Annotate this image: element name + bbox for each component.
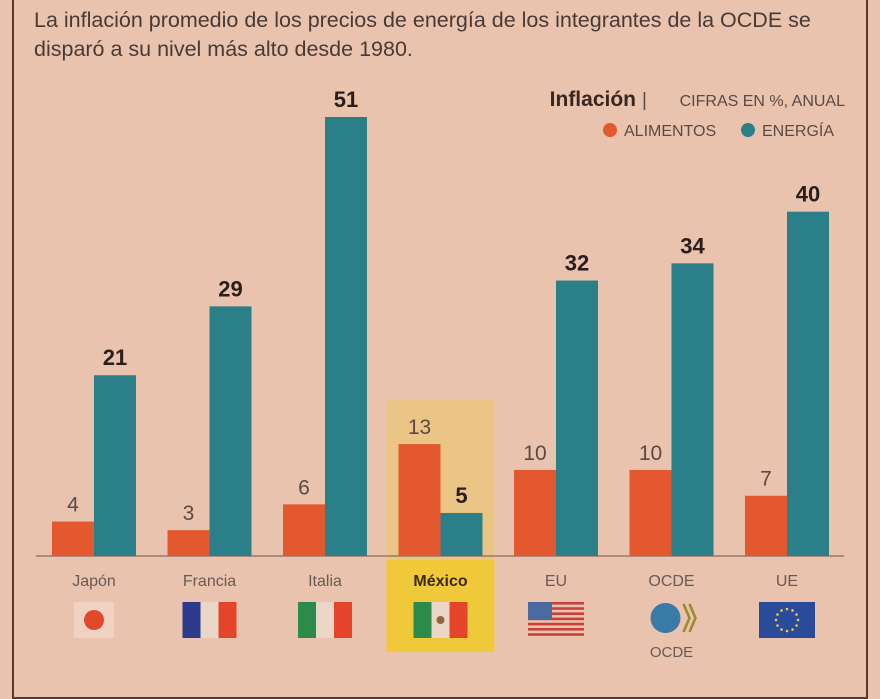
bar-alimentos-japón [52,521,94,556]
japan-flag-sun [84,610,104,630]
bar-energia-italia [325,117,367,556]
page-title: La inflación promedio de los precios de … [34,8,811,61]
oecd-logo-text: OCDE [650,644,693,661]
category-label: OCDE [648,573,694,590]
category-label: Italia [308,573,342,590]
eu-flag-star [785,607,789,611]
bar-energia-méxico [440,512,483,556]
category-label: México [413,573,467,590]
legend-label-alimentos: ALIMENTOS [624,123,716,140]
data-label: 40 [796,182,820,207]
mexico-flag-left [413,602,432,638]
eu-flag-star [776,624,779,627]
eu-flag-star [791,628,794,631]
bar-alimentos-eu [514,469,556,556]
legend-marker-energia [741,123,755,137]
eu-flag-star [785,629,789,633]
eu-flag [759,602,815,638]
usa-flag-stripe [528,612,584,615]
usa-flag-stripe [528,602,584,605]
france-flag-middle [200,602,219,638]
category-label: Japón [72,573,116,590]
category-label: Francia [183,573,236,590]
data-label: 4 [67,494,79,517]
bar-energia-ue [787,211,829,556]
usa-flag-stripe [528,617,584,621]
bar-alimentos-ue [745,495,787,556]
eu-flag-star [774,618,778,622]
france-flag-right [218,602,237,638]
bar-energia-francia [209,306,252,556]
data-label: 13 [408,416,431,439]
bar-alimentos-méxico [398,444,441,556]
data-label: 34 [680,233,705,258]
oecd-logo-chevrons [682,603,697,633]
bar-energia-eu [556,280,598,556]
oecd-logo-globe [650,603,681,633]
eu-flag-star [780,609,783,612]
data-label: 6 [298,476,310,499]
eu-flag-star [796,618,800,622]
eu-flag-star [780,628,783,631]
data-label: 32 [565,251,589,276]
data-label: 5 [455,483,467,508]
bar-alimentos-francia [167,530,210,556]
data-label: 10 [639,442,662,465]
legend-label-energia: ENERGÍA [762,121,834,140]
eu-flag-star [776,613,779,616]
bar-alimentos-italia [283,504,325,556]
mexico-flag-right [449,602,468,638]
usa-flag-stripe [528,607,584,610]
chart-title: Inflación [550,88,636,111]
eu-flag-star [795,613,798,616]
usa-flag-stripe [528,622,584,626]
bar-energia-ocde [671,263,714,556]
data-label: 3 [183,502,195,525]
data-label: 21 [103,345,127,370]
bar-chart: Inflación | CIFRAS EN %, ANUAL ALIMENTOS… [36,87,845,661]
chart-subtitle: CIFRAS EN %, ANUAL [680,93,845,110]
title-separator: | [642,90,647,111]
mexico-flag-emblem [436,616,445,624]
eu-flag-star [795,624,798,627]
italy-flag-middle [316,602,334,638]
data-label: 29 [218,276,242,301]
bar-alimentos-ocde [629,469,672,556]
usa-flag-stripe [528,633,584,636]
bar-energia-japón [94,375,136,556]
italy-flag-right [334,602,352,638]
usa-flag-canton [528,602,552,620]
legend-marker-alimentos [603,123,617,137]
category-label: UE [776,573,798,590]
data-label: 51 [334,87,358,112]
eu-flag-star [791,609,794,612]
france-flag-left [182,602,201,638]
italy-flag-left [298,602,316,638]
category-label: EU [545,573,567,590]
data-label: 10 [523,442,546,465]
data-label: 7 [760,468,772,491]
usa-flag-stripe [528,628,584,631]
